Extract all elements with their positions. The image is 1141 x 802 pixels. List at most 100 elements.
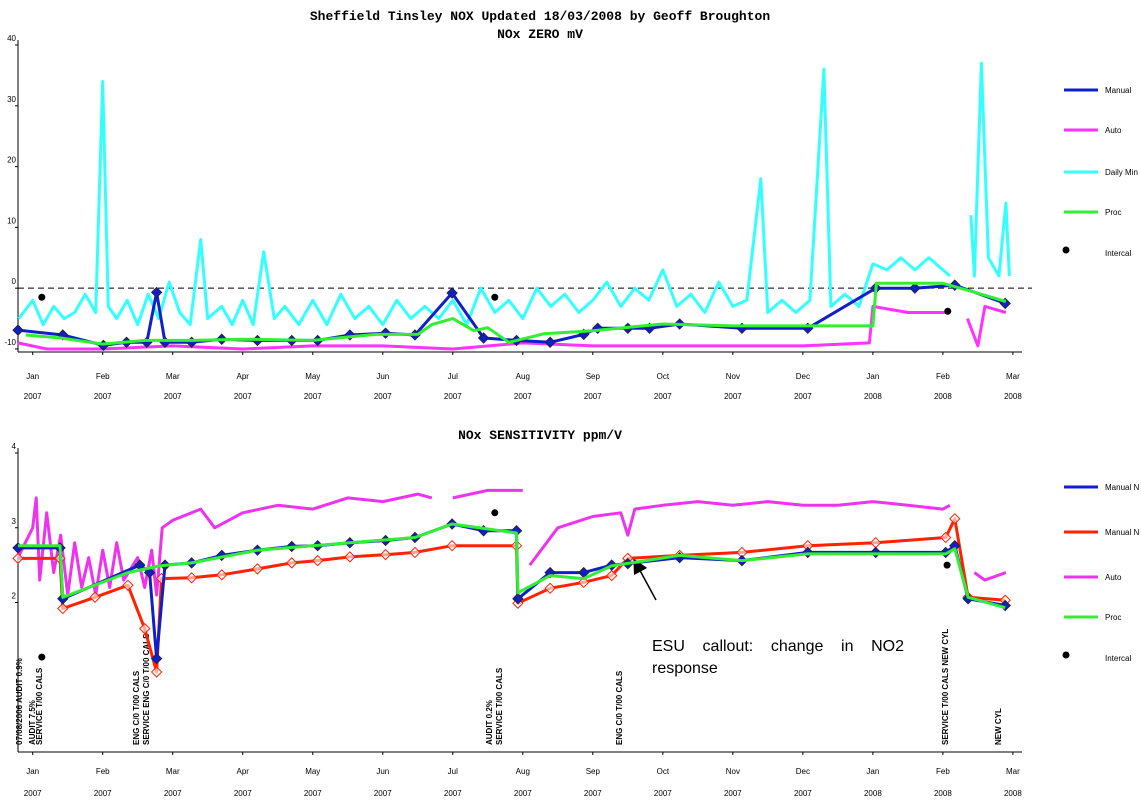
series-marker	[606, 569, 618, 582]
x-tick-label: Dec	[796, 767, 810, 776]
x-tick-year: 2007	[304, 392, 322, 401]
series-marker	[909, 282, 921, 294]
x-tick-label: Jul	[448, 372, 458, 381]
callout-arrow	[633, 558, 657, 601]
series-marker	[869, 536, 882, 549]
x-tick-year: 2007	[724, 392, 742, 401]
x-tick-year: 2007	[444, 392, 462, 401]
x-tick-year: 2007	[514, 789, 532, 798]
legend-label: Auto	[1105, 573, 1122, 582]
legend-label: Daily Min	[1105, 168, 1138, 177]
x-tick-year: 2007	[374, 789, 392, 798]
annotation: ENG C/0 T/00 CALS	[132, 670, 141, 745]
x-tick-year: 2007	[234, 392, 252, 401]
x-tick-year: 2007	[304, 789, 322, 798]
x-tick-year: 2007	[164, 392, 182, 401]
callout-text: ESU callout: change in NO2 response	[652, 638, 904, 677]
x-tick-label: Feb	[96, 372, 110, 381]
x-tick-label: Jun	[376, 372, 389, 381]
series-marker	[12, 324, 24, 336]
y-tick-label: 0	[12, 277, 17, 286]
annotation: ENG C/0 T/00 CALS	[615, 670, 624, 745]
x-tick-year: 2007	[654, 392, 672, 401]
y-tick-label: 4	[12, 442, 17, 451]
x-tick-year: 2007	[444, 789, 462, 798]
intercal-point	[943, 561, 951, 569]
annotation: 07/08/2006 AUDIT 0.9%	[15, 658, 24, 745]
legend-label: Proc	[1105, 208, 1121, 217]
x-tick-label: Mar	[1006, 767, 1020, 776]
x-tick-year: 2007	[234, 789, 252, 798]
series-line	[17, 61, 1011, 327]
x-tick-label: Jun	[376, 767, 389, 776]
legend-swatch	[1062, 651, 1070, 659]
x-tick-label: Feb	[936, 372, 950, 381]
x-tick-year: 2008	[934, 789, 952, 798]
page-title: Sheffield Tinsley NOX Updated 18/03/2008…	[310, 9, 770, 24]
annotation: SERVICE T/00 CALS NEW CYL	[941, 629, 950, 745]
x-tick-year: 2007	[94, 392, 112, 401]
series-marker	[286, 557, 298, 569]
series-marker	[216, 569, 228, 581]
x-tick-year: 2007	[794, 789, 812, 798]
legend-label: Auto	[1105, 126, 1122, 135]
legend-label: Manual N	[1105, 483, 1139, 492]
x-tick-label: Jan	[866, 372, 879, 381]
series-line	[17, 304, 1007, 351]
x-tick-year: 2007	[94, 789, 112, 798]
series-marker	[949, 513, 961, 525]
intercal-point	[491, 293, 499, 301]
series-marker	[344, 551, 356, 563]
series-marker	[143, 566, 156, 579]
x-tick-label: Aug	[516, 767, 530, 776]
y-tick-label: 3	[12, 517, 17, 526]
x-tick-label: Apr	[237, 372, 250, 381]
intercal-point	[491, 509, 499, 517]
x-tick-label: Feb	[936, 767, 950, 776]
y-tick-label: 2	[12, 592, 17, 601]
x-tick-year: 2008	[864, 392, 882, 401]
legend-label: Intercal	[1105, 249, 1131, 258]
y-tick-label: -10	[4, 338, 16, 347]
y-tick-label: 20	[7, 156, 16, 165]
series-marker	[544, 582, 556, 595]
legend-swatch	[1062, 246, 1070, 254]
series-marker	[139, 622, 151, 635]
x-tick-year: 2007	[374, 392, 392, 401]
x-tick-label: Mar	[166, 372, 180, 381]
legend-label: Proc	[1105, 613, 1121, 622]
x-tick-year: 2008	[864, 789, 882, 798]
x-tick-label: Jul	[448, 767, 458, 776]
x-tick-label: Oct	[657, 372, 670, 381]
y-tick-label: 10	[7, 216, 16, 225]
y-tick-label: 40	[7, 34, 16, 43]
x-tick-label: Jan	[866, 767, 879, 776]
intercal-point	[944, 307, 952, 315]
x-tick-year: 2007	[24, 789, 42, 798]
x-tick-year: 2007	[584, 789, 602, 798]
series-marker	[185, 572, 198, 584]
x-tick-label: May	[305, 767, 320, 776]
x-tick-label: Feb	[96, 767, 110, 776]
y-tick-label: 30	[7, 95, 16, 104]
x-tick-year: 2007	[164, 789, 182, 798]
intercal-point	[38, 293, 46, 301]
series-marker	[89, 591, 101, 603]
series-marker	[150, 652, 163, 665]
series-marker	[409, 546, 421, 559]
x-tick-year: 2007	[584, 392, 602, 401]
series-marker	[512, 593, 524, 605]
series-marker	[150, 286, 163, 299]
x-tick-label: Jan	[26, 767, 39, 776]
x-tick-label: Sep	[586, 372, 601, 381]
series-line	[16, 488, 1007, 597]
x-tick-label: Sep	[586, 767, 601, 776]
series-marker	[446, 539, 458, 552]
series-marker	[446, 287, 458, 299]
chart-title: NOx SENSITIVITY ppm/V	[458, 428, 622, 443]
series-line	[18, 522, 1006, 610]
series-marker	[251, 563, 264, 575]
x-tick-year: 2007	[724, 789, 742, 798]
